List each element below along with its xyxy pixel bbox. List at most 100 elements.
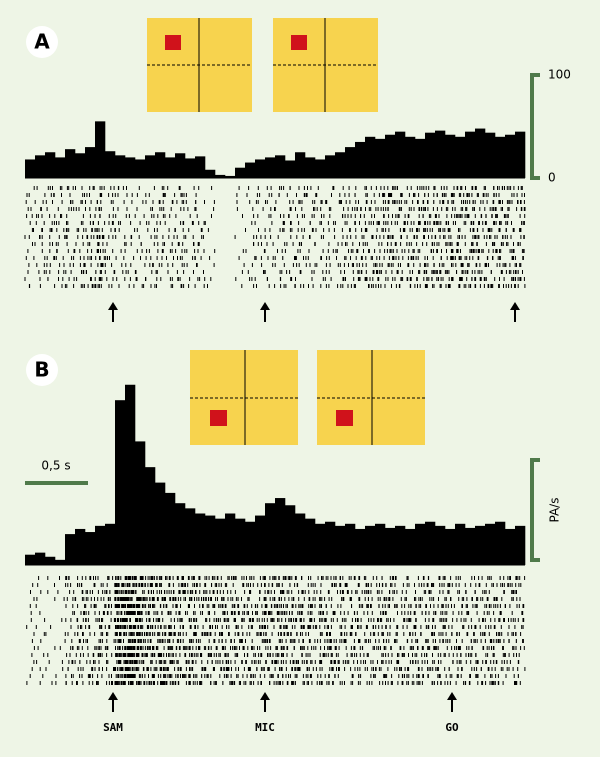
histogram-bar	[75, 528, 86, 565]
raster-row	[33, 646, 525, 650]
histogram-bar	[175, 153, 186, 178]
histogram-bar	[95, 121, 106, 178]
histogram-bar	[255, 159, 266, 178]
histogram-bar	[85, 532, 96, 565]
histogram-bar	[455, 136, 466, 178]
histogram-bar	[415, 523, 426, 565]
raster-row	[31, 653, 520, 657]
histogram-bar	[495, 136, 506, 178]
histogram-bar	[215, 518, 226, 565]
raster-row	[31, 667, 526, 671]
histogram-bar	[135, 159, 146, 178]
y-axis-label: PA/s	[548, 498, 562, 523]
histogram-bar	[195, 156, 206, 178]
histogram-bar	[155, 152, 166, 178]
histogram-bar	[335, 525, 346, 565]
raster-row	[24, 277, 525, 281]
raster-row	[29, 674, 519, 678]
raster-row	[33, 597, 521, 601]
histogram-bar	[215, 174, 226, 178]
histogram-bar	[185, 158, 196, 178]
raster-row	[31, 639, 524, 643]
histogram-bar	[255, 515, 266, 565]
time-scale-label: 0,5 s	[41, 459, 70, 473]
raster-row	[26, 681, 521, 685]
histogram-bar	[515, 131, 526, 178]
histogram-bar	[345, 523, 356, 565]
histogram-bar	[455, 523, 466, 565]
histogram-bar	[85, 147, 96, 178]
histogram-bar	[285, 505, 296, 565]
histogram-bar	[465, 527, 476, 565]
raster-row	[33, 660, 520, 664]
raster-row	[24, 235, 525, 239]
raster-row	[27, 270, 523, 274]
panel-badge	[26, 354, 58, 386]
histogram-bar	[435, 525, 446, 565]
histogram-bar	[365, 525, 376, 565]
raster-row	[33, 632, 522, 636]
histogram-bar	[245, 162, 256, 178]
histogram-bar	[395, 131, 406, 178]
histogram-bar	[495, 521, 506, 565]
panel-label: A	[34, 30, 50, 54]
scale-bars	[25, 73, 540, 562]
histogram-bar	[395, 525, 406, 565]
histogram-bar	[25, 554, 36, 565]
histogram-bar	[45, 152, 56, 178]
histogram-bar	[35, 155, 46, 178]
event-label: SAM	[103, 721, 123, 734]
histogram-bar	[505, 134, 516, 178]
raster-row	[26, 193, 525, 197]
raster-row	[32, 242, 521, 246]
histogram-bar	[265, 157, 276, 178]
raster-row	[32, 583, 522, 587]
histogram-bar	[65, 534, 76, 565]
y-tick-label: 100	[548, 68, 571, 82]
histogram-bar	[95, 525, 106, 565]
histogram-bar	[465, 131, 476, 178]
histogram-bar	[45, 556, 56, 565]
histogram-bar	[295, 152, 306, 178]
histogram-bar	[425, 132, 436, 178]
histogram-bar	[355, 141, 366, 178]
histogram-bar	[335, 152, 346, 178]
histogram-bar	[195, 513, 206, 565]
raster-row	[26, 625, 524, 629]
histogram-bar	[225, 513, 236, 565]
histogram-bar	[355, 528, 366, 565]
histogram-bar	[485, 132, 496, 178]
histogram-bar	[515, 525, 526, 565]
histogram-bar	[295, 513, 306, 565]
panel-label: B	[34, 358, 49, 382]
histogram-bar	[305, 518, 316, 565]
histogram-bar	[475, 128, 486, 178]
histogram-bar	[435, 130, 446, 178]
histogram-bar	[325, 521, 336, 565]
histogram-bar	[275, 498, 286, 565]
histogram-bar	[245, 521, 256, 565]
histogram-bar	[405, 136, 416, 178]
raster-row	[31, 228, 522, 232]
histogram-bar	[55, 157, 66, 178]
histogram-bar	[415, 138, 426, 178]
raster-row	[25, 200, 525, 204]
raster-row	[30, 611, 524, 615]
raster-row	[29, 604, 525, 608]
histogram-bar	[145, 155, 156, 178]
stimulus-boxes	[147, 18, 425, 445]
raster-row	[25, 256, 524, 260]
histogram-bar	[165, 492, 176, 565]
raster-row	[28, 263, 522, 267]
histogram-bar	[145, 467, 156, 565]
histogram-bar	[155, 482, 166, 565]
raster-row	[33, 186, 523, 190]
histogram-bar	[425, 521, 436, 565]
histogram-bar	[305, 157, 316, 178]
histogram-bar	[475, 525, 486, 565]
histogram-bar	[115, 155, 126, 178]
histogram-bar	[185, 508, 196, 565]
raster-row	[30, 590, 517, 594]
